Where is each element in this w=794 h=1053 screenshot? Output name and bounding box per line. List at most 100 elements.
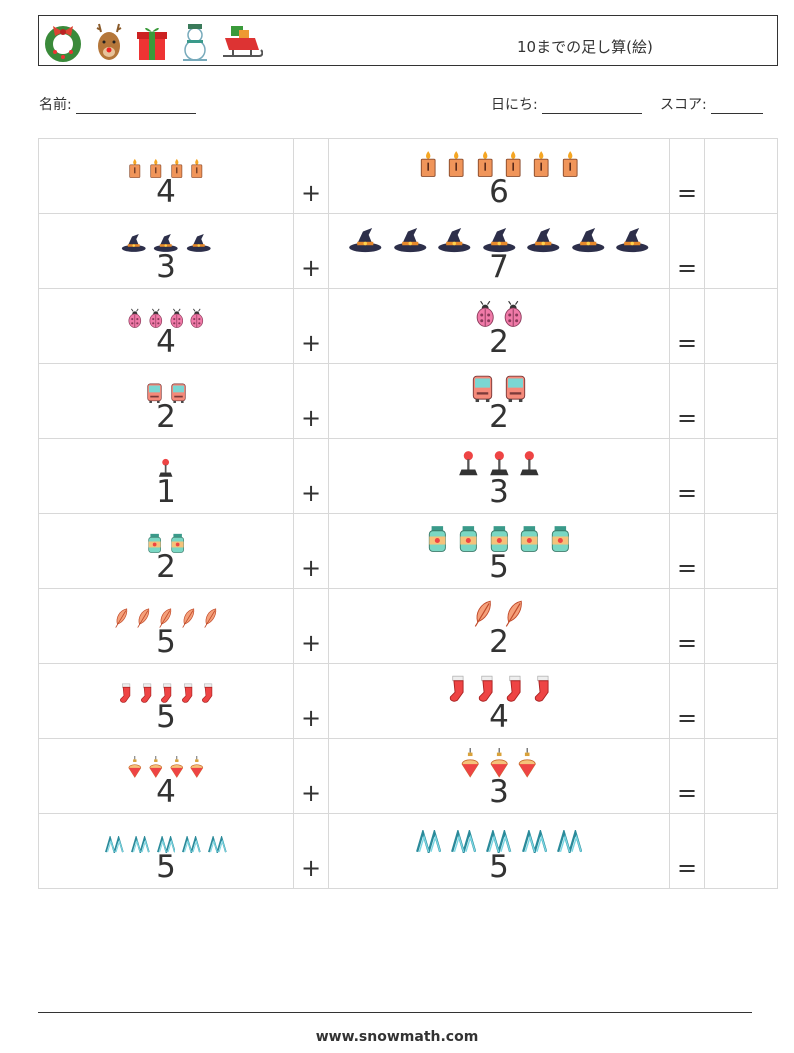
joystick-icon <box>458 450 479 478</box>
addend-b-icons <box>329 373 669 403</box>
addend-a-icons <box>39 823 293 853</box>
addend-b-icons <box>329 448 669 478</box>
zigzag-icon <box>182 836 201 853</box>
addend-b-cell: 3 <box>328 438 670 514</box>
addend-a-icons <box>39 373 293 403</box>
addend-b-number: 7 <box>489 249 509 285</box>
addend-a-cell: 2 <box>38 363 294 439</box>
addend-a-number: 5 <box>156 624 176 660</box>
stocking-icon <box>118 683 132 703</box>
bus-icon <box>504 375 527 403</box>
candle-icon <box>561 150 579 178</box>
addend-a-number: 4 <box>156 324 176 360</box>
zigzag-icon <box>131 836 150 853</box>
witch-hat-icon <box>571 227 606 253</box>
zigzag-icon <box>415 830 442 853</box>
addend-b-cell: 3 <box>328 738 670 814</box>
addend-b-icons <box>329 223 669 253</box>
problem-row: 5 +2 = <box>38 588 778 664</box>
witch-hat-icon <box>121 234 147 253</box>
addend-a-cell: 1 <box>38 438 294 514</box>
problem-row: 3 +7 = <box>38 213 778 289</box>
feather-icon <box>158 608 173 628</box>
answer-cell[interactable] <box>704 513 778 589</box>
equals-cell: = <box>669 138 705 214</box>
answer-cell[interactable] <box>704 738 778 814</box>
equals-sign: = <box>676 479 698 507</box>
addend-b-icons <box>329 598 669 628</box>
plus-cell: + <box>293 738 329 814</box>
answer-cell[interactable] <box>704 138 778 214</box>
plus-cell: + <box>293 138 329 214</box>
ladybug-icon <box>170 308 184 328</box>
stocking-icon <box>447 675 465 703</box>
date-blank[interactable] <box>541 99 642 114</box>
date-field: 日にち: <box>491 94 642 114</box>
answer-cell[interactable] <box>704 363 778 439</box>
jar-icon <box>170 533 185 553</box>
worksheet-title: 10までの足し算(絵) <box>517 38 653 56</box>
witch-hat-icon <box>186 234 212 253</box>
gift-icon <box>137 27 167 60</box>
addend-a-number: 4 <box>156 174 176 210</box>
candle-icon <box>128 158 142 178</box>
score-blank[interactable] <box>710 99 763 114</box>
addend-b-cell: 2 <box>328 588 670 664</box>
equals-sign: = <box>676 629 698 657</box>
footer-url: www.snowmath.com <box>315 1029 479 1045</box>
problem-row: 5 +4 = <box>38 663 778 739</box>
addend-a-cell: 5 <box>38 588 294 664</box>
addend-b-icons <box>329 148 669 178</box>
plus-cell: + <box>293 288 329 364</box>
stocking-icon <box>139 683 153 703</box>
answer-cell[interactable] <box>704 213 778 289</box>
header-box: 10までの足し算(絵) <box>38 15 778 66</box>
equals-cell: = <box>669 813 705 889</box>
ornament-icon <box>170 755 184 778</box>
answer-cell[interactable] <box>704 438 778 514</box>
ladybug-icon <box>504 300 522 328</box>
zigzag-icon <box>451 830 477 853</box>
candle-icon <box>447 150 465 178</box>
addend-a-number: 4 <box>156 774 176 810</box>
witch-hat-icon <box>526 227 561 253</box>
zigzag-icon <box>208 836 227 853</box>
addend-b-number: 5 <box>489 849 509 885</box>
addend-b-icons <box>329 823 669 853</box>
ladybug-icon <box>190 308 204 328</box>
plus-sign: + <box>300 554 322 582</box>
addend-b-icons <box>329 673 669 703</box>
bus-icon <box>170 383 187 403</box>
addend-a-icons <box>39 673 293 703</box>
plus-sign: + <box>300 179 322 207</box>
equals-sign: = <box>676 854 698 882</box>
equals-cell: = <box>669 513 705 589</box>
header-icons <box>43 22 263 62</box>
addend-a-cell: 4 <box>38 138 294 214</box>
addend-b-cell: 2 <box>328 288 670 364</box>
problem-row: 5 +5 = <box>38 813 778 889</box>
witch-hat-icon <box>437 227 472 253</box>
stocking-icon <box>200 683 214 703</box>
feather-icon <box>181 608 196 628</box>
equals-sign: = <box>676 179 698 207</box>
addend-a-number: 2 <box>156 399 176 435</box>
answer-cell[interactable] <box>704 813 778 889</box>
addend-a-number: 1 <box>156 474 176 510</box>
answer-cell[interactable] <box>704 288 778 364</box>
answer-cell[interactable] <box>704 588 778 664</box>
answer-cell[interactable] <box>704 663 778 739</box>
addend-a-icons <box>39 748 293 778</box>
stocking-icon <box>476 675 494 703</box>
problem-row: 4 +2 = <box>38 288 778 364</box>
equals-sign: = <box>676 254 698 282</box>
name-blank[interactable] <box>75 99 196 114</box>
jar-icon <box>458 525 479 553</box>
wreath-icon <box>45 26 81 62</box>
ornament-icon <box>518 748 536 778</box>
witch-hat-icon <box>348 227 383 253</box>
witch-hat-icon <box>615 227 650 253</box>
addend-b-number: 2 <box>489 624 509 660</box>
feather-icon <box>136 608 151 628</box>
joystick-icon <box>489 450 510 478</box>
